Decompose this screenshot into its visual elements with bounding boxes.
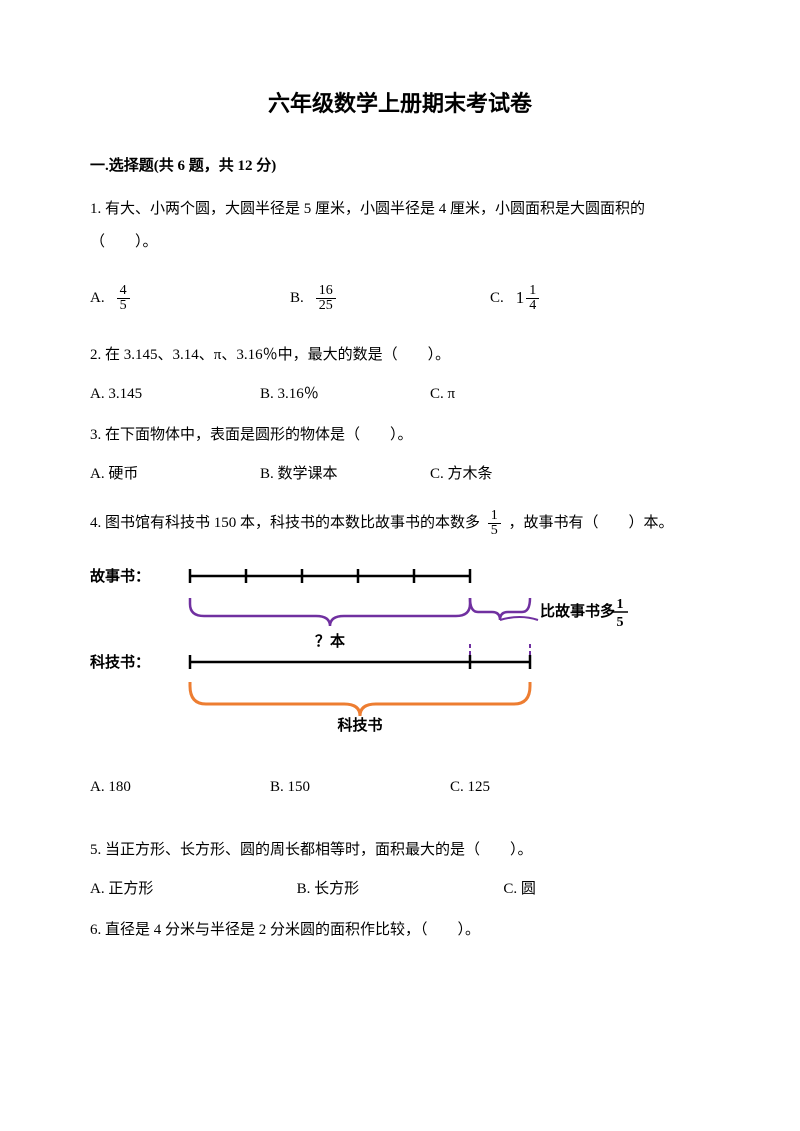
q4-fraction: 1 5 <box>488 509 501 538</box>
svg-text:1: 1 <box>617 597 624 612</box>
question-6: 6. 直径是 4 分米与半径是 2 分米圆的面积作比较，（ ）。 <box>90 914 710 947</box>
svg-text:5: 5 <box>617 615 624 630</box>
q1-options: A. 4 5 B. 16 25 C. 1 1 4 <box>90 279 710 316</box>
svg-text:？本: ？本 <box>315 632 345 650</box>
q4-text-before: 4. 图书馆有科技书 150 本，科技书的本数比故事书的本数多 <box>90 515 480 531</box>
q4-option-c: C. 125 <box>450 771 630 804</box>
q2-options: A. 3.145 B. 3.16％ C. π <box>90 378 710 411</box>
q2-option-a: A. 3.145 <box>90 378 260 411</box>
question-5: 5. 当正方形、长方形、圆的周长都相等时，面积最大的是（ ）。 <box>90 834 710 867</box>
q5-option-b: B. 长方形 <box>297 873 504 906</box>
q1-option-c-label: C. <box>490 282 504 315</box>
svg-text:比故事书多: 比故事书多 <box>540 602 615 620</box>
q3-options: A. 硬币 B. 数学课本 C. 方木条 <box>90 458 710 491</box>
q1-option-a-label: A. <box>90 282 105 315</box>
svg-text:故事书：: 故事书： <box>90 567 150 585</box>
question-2: 2. 在 3.145、3.14、π、3.16％中，最大的数是（ ）。 <box>90 339 710 372</box>
question-4: 4. 图书馆有科技书 150 本，科技书的本数比故事书的本数多 1 5 ，故事书… <box>90 507 710 540</box>
q4-option-a: A. 180 <box>90 771 270 804</box>
svg-text:科技书: 科技书 <box>337 716 382 734</box>
question-1: 1. 有大、小两个圆，大圆半径是 5 厘米，小圆半径是 4 厘米，小圆面积是大圆… <box>90 193 710 259</box>
q5-option-c: C. 圆 <box>503 873 710 906</box>
q1-option-b-label: B. <box>290 282 304 315</box>
q3-option-a: A. 硬币 <box>90 458 260 491</box>
q4-options: A. 180 B. 150 C. 125 <box>90 771 710 804</box>
q1-option-b-fraction: 16 25 <box>316 284 336 313</box>
question-3: 3. 在下面物体中，表面是圆形的物体是（ ）。 <box>90 419 710 452</box>
q5-options: A. 正方形 B. 长方形 C. 圆 <box>90 873 710 906</box>
q1-option-c-mixed: 1 1 4 <box>516 279 540 316</box>
q3-option-c: C. 方木条 <box>430 458 600 491</box>
page-title: 六年级数学上册期末考试卷 <box>90 80 710 128</box>
q4-text-after: ，故事书有（ ）本。 <box>509 515 674 531</box>
q2-option-c: C. π <box>430 378 600 411</box>
svg-text:科技书：: 科技书： <box>90 653 150 671</box>
q5-option-a: A. 正方形 <box>90 873 297 906</box>
q2-option-b: B. 3.16％ <box>260 378 430 411</box>
tape-diagram: 故事书： 科技书： ？本 比故事书多1 5 科技书 <box>90 554 630 749</box>
q3-option-b: B. 数学课本 <box>260 458 430 491</box>
q4-diagram: 故事书： 科技书： ？本 比故事书多1 5 科技书 <box>90 554 710 749</box>
q4-option-b: B. 150 <box>270 771 450 804</box>
section-header: 一.选择题(共 6 题，共 12 分) <box>90 150 710 183</box>
q1-option-a-fraction: 4 5 <box>117 284 130 313</box>
